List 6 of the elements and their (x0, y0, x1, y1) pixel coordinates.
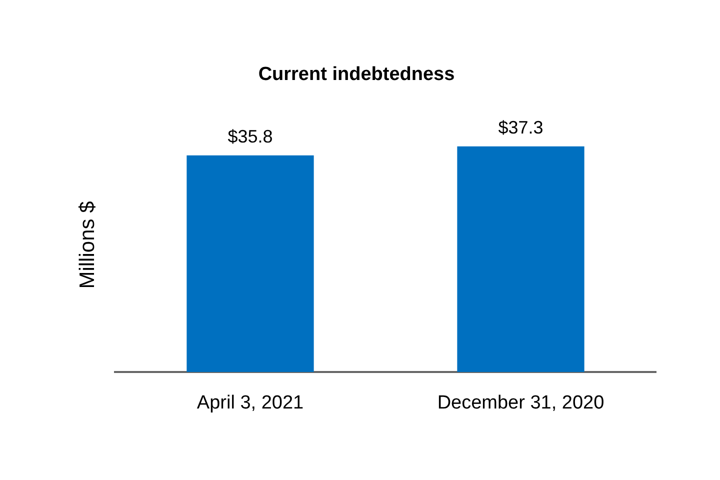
x-tick-label: April 3, 2021 (196, 392, 304, 414)
data-label: $35.8 (228, 126, 273, 146)
x-tick-label: December 31, 2020 (437, 392, 604, 414)
y-axis-title: Millions $ (76, 200, 99, 289)
chart-title: Current indebtedness (258, 64, 455, 86)
data-label: $37.3 (498, 117, 544, 138)
